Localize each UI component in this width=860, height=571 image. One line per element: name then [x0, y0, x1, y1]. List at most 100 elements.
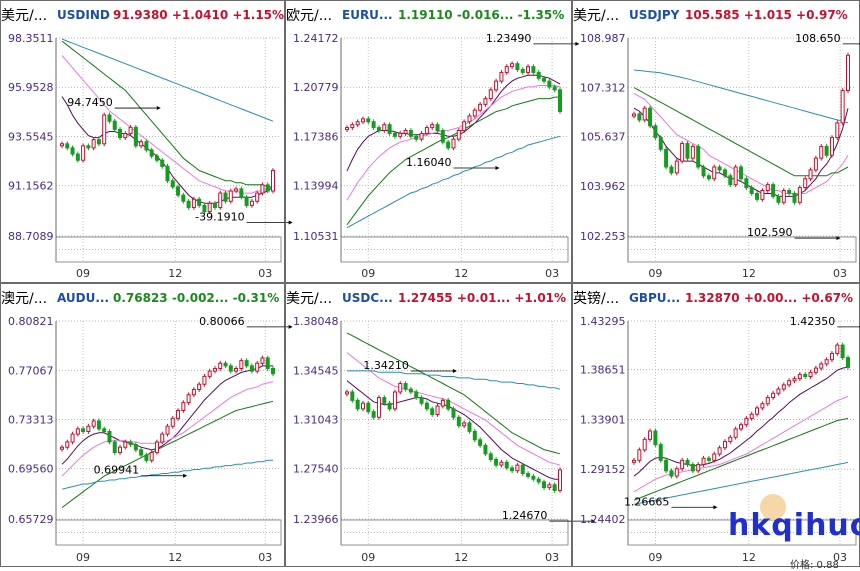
annotation-label: -39.1910 — [195, 211, 244, 224]
x-tick-label: 03 — [545, 551, 559, 564]
annotation-label: 1.26665 — [624, 495, 670, 508]
candle-body — [457, 130, 460, 139]
candle-body — [484, 445, 487, 453]
candle-body — [425, 403, 428, 409]
candle-body — [61, 447, 64, 449]
candle-body — [245, 197, 248, 205]
candle-body — [97, 421, 100, 429]
candle-body — [261, 358, 264, 363]
candle-body — [431, 409, 434, 415]
candle-body — [245, 361, 248, 366]
x-tick-label: 03 — [258, 551, 272, 564]
candle-body — [447, 400, 450, 408]
x-tick-label: 09 — [76, 551, 90, 564]
candle-body — [841, 91, 844, 123]
candle-body — [830, 138, 833, 156]
candle-body — [463, 423, 466, 426]
y-tick-label: 93.5545 — [8, 130, 54, 143]
candle-body — [420, 133, 423, 139]
annotation-label: 0.69941 — [94, 464, 140, 477]
candle-body — [219, 193, 222, 207]
candle-body — [723, 441, 726, 447]
candle-body — [734, 429, 737, 437]
candle-body — [177, 410, 180, 418]
candle-body — [150, 150, 153, 156]
annotation-arrow — [496, 166, 500, 170]
candle-body — [182, 195, 185, 201]
candle-body — [521, 465, 524, 473]
annotation-label: 1.16040 — [406, 156, 452, 169]
candle-body — [793, 193, 796, 202]
candle-body — [500, 72, 503, 81]
x-tick-label: 03 — [258, 267, 272, 280]
candle-body — [166, 166, 169, 180]
candle-body — [511, 468, 514, 471]
candle-body — [235, 189, 238, 191]
candle-body — [745, 179, 748, 188]
candle-body — [750, 188, 753, 194]
candle-body — [103, 115, 106, 144]
candle-body — [240, 361, 243, 369]
candle-body — [691, 465, 694, 471]
candle-body — [638, 114, 641, 120]
candle-body — [675, 161, 678, 173]
x-tick-label: 12 — [168, 267, 182, 280]
candle-body — [134, 127, 137, 145]
price-tip: 价格: 0.88 — [790, 556, 839, 571]
chart-panel-1: 欧元/...EURU...1.19110 -0.016... -1.35%1.2… — [286, 1, 580, 283]
candle-body — [814, 158, 817, 170]
annotation-label: 1.42350 — [790, 315, 836, 328]
candle-body — [404, 384, 407, 390]
symbol-code: USDC... — [342, 291, 393, 305]
currency-label: 美元/... — [573, 8, 619, 24]
candle-body — [527, 474, 530, 477]
candle-body — [649, 108, 652, 126]
candle-body — [372, 412, 375, 418]
y-tick-label: 98.3511 — [8, 32, 54, 45]
moving-average-ma_vlong — [347, 371, 560, 389]
y-tick-label: 0.77067 — [8, 364, 54, 377]
candle-body — [532, 476, 535, 479]
candle-body — [240, 189, 243, 197]
candle-body — [82, 429, 85, 432]
annotation-label: 1.34210 — [363, 359, 409, 372]
y-tick-label: 1.34545 — [293, 364, 339, 377]
candle-body — [383, 125, 386, 131]
annotation-arrow — [713, 505, 717, 509]
candle-body — [537, 479, 540, 482]
candle-body — [691, 146, 694, 158]
annotation-arrow — [453, 369, 457, 373]
candle-body — [516, 64, 519, 70]
candle-body — [505, 462, 508, 468]
quote-text: 0.76823 -0.002... -0.31% — [113, 291, 279, 305]
candle-body — [825, 360, 828, 364]
moving-average-ma_long — [347, 333, 560, 454]
candle-body — [372, 122, 375, 128]
x-tick-label: 12 — [742, 551, 756, 564]
x-tick-label: 12 — [454, 551, 468, 564]
y-tick-label: 1.38651 — [580, 364, 626, 377]
x-tick-label: 09 — [361, 267, 375, 280]
symbol-code: GBPU... — [629, 291, 680, 305]
candle-body — [97, 140, 100, 144]
candle-body — [76, 154, 79, 160]
candle-body — [521, 70, 524, 73]
candle-body — [431, 125, 434, 128]
candle-body — [92, 421, 95, 426]
candle-body — [659, 138, 662, 150]
candle-body — [351, 392, 354, 400]
candle-body — [825, 146, 828, 155]
symbol-code: USDIND — [57, 8, 110, 22]
candle-body — [356, 122, 359, 125]
candle-body — [681, 460, 684, 468]
candle-body — [659, 445, 662, 461]
candle-body — [836, 123, 839, 138]
candle-body — [198, 199, 201, 205]
candle-body — [213, 203, 216, 207]
candle-body — [415, 136, 418, 139]
candle-body — [229, 366, 232, 371]
y-tick-label: 1.31043 — [293, 413, 339, 426]
y-tick-label: 1.24402 — [580, 513, 626, 526]
candle-body — [633, 460, 636, 462]
